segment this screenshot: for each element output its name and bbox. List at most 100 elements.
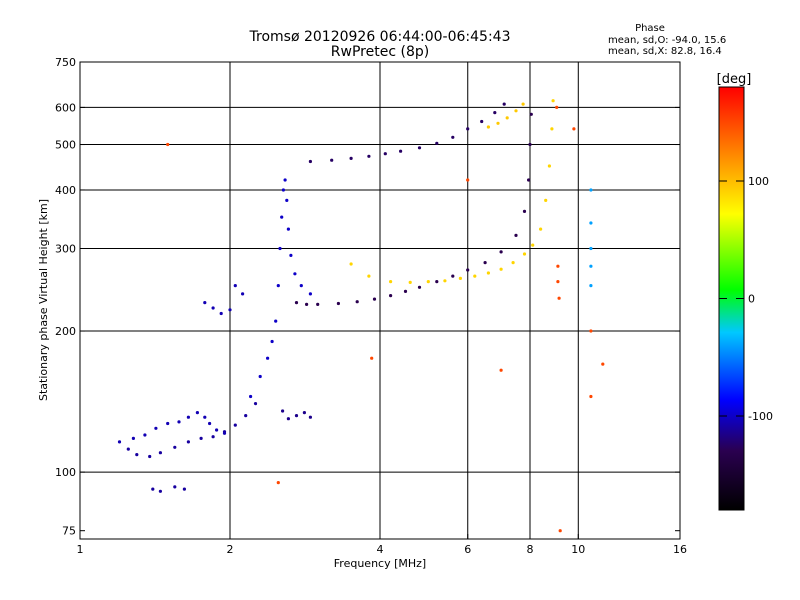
data-point [222, 431, 227, 435]
data-point [370, 356, 374, 360]
data-point [283, 178, 287, 182]
data-point [556, 264, 560, 268]
data-point [499, 267, 503, 271]
data-point [486, 271, 490, 275]
data-point [302, 411, 306, 415]
data-point [466, 127, 470, 131]
data-point [589, 264, 593, 268]
data-point [589, 188, 593, 192]
x-tick-label: 1 [77, 543, 84, 556]
data-point [117, 440, 122, 444]
data-point [131, 436, 135, 440]
data-point [285, 198, 289, 202]
data-point [286, 227, 290, 231]
data-point [228, 308, 232, 312]
data-point [294, 414, 299, 418]
data-point [308, 415, 312, 419]
x-tick-label: 2 [227, 543, 234, 556]
data-point [539, 227, 543, 231]
data-point [355, 300, 359, 304]
data-point [417, 146, 422, 150]
data-point [158, 451, 162, 455]
data-point [483, 261, 487, 265]
data-point [435, 280, 439, 284]
data-point [289, 253, 293, 257]
data-point [502, 102, 506, 106]
data-points [117, 99, 605, 533]
data-point [203, 415, 207, 419]
data-point [186, 415, 190, 419]
y-tick-label: 100 [55, 466, 76, 479]
data-point [195, 411, 199, 415]
data-point [316, 302, 320, 306]
data-point [589, 394, 593, 399]
data-point [372, 297, 377, 301]
colorbar-tick-label: -100 [748, 410, 773, 423]
data-point [486, 125, 490, 129]
x-axis-ticks: 1 2 4 6 8 10 16 [77, 534, 687, 556]
data-point [166, 421, 170, 426]
data-point [589, 284, 593, 288]
phase-legend-heading: Phase [635, 23, 665, 34]
data-point [367, 154, 371, 158]
y-tick-label: 400 [55, 184, 76, 197]
data-point [529, 112, 533, 116]
data-point [253, 402, 258, 406]
y-tick-label: 500 [55, 139, 76, 152]
data-point [286, 417, 290, 421]
y-axis-label: Stationary phase Virtual Height [km] [37, 199, 50, 401]
data-point [527, 178, 531, 182]
data-point [215, 428, 219, 432]
data-point [521, 102, 525, 106]
y-tick-label: 75 [62, 525, 76, 538]
data-point [511, 261, 515, 265]
data-point [403, 289, 408, 293]
data-point [135, 453, 139, 457]
data-point [241, 292, 245, 296]
data-point [514, 109, 518, 113]
data-point [367, 274, 371, 278]
data-point [493, 111, 497, 115]
data-point [154, 426, 158, 430]
data-point [556, 280, 560, 284]
data-point [308, 292, 312, 296]
data-point [601, 362, 605, 366]
data-point [499, 368, 503, 372]
data-point [528, 142, 532, 147]
data-point [299, 284, 303, 288]
data-point [186, 440, 190, 444]
data-point [211, 435, 215, 439]
data-point [173, 445, 177, 449]
data-point [522, 252, 527, 256]
data-point [294, 301, 299, 305]
data-point [572, 127, 576, 131]
data-point [211, 306, 215, 310]
data-point [547, 164, 552, 168]
data-point [466, 268, 470, 272]
data-point [281, 409, 285, 413]
data-point [349, 156, 353, 160]
data-point [336, 301, 340, 306]
data-point [158, 489, 162, 493]
colorbar-ticks: 100 0 -100 [719, 175, 773, 423]
data-point [293, 272, 297, 276]
data-point [496, 121, 500, 125]
data-point [458, 276, 462, 280]
data-point [173, 485, 177, 489]
colorbar-label: [deg] [717, 72, 752, 87]
data-point [219, 311, 223, 316]
data-point [544, 198, 548, 202]
data-point [426, 280, 430, 284]
data-point [408, 280, 412, 284]
data-point [305, 302, 309, 306]
data-point [276, 284, 280, 288]
data-point [550, 127, 554, 131]
y-tick-label: 200 [55, 325, 76, 338]
data-point [203, 301, 207, 305]
data-point [126, 447, 130, 451]
data-point [233, 423, 237, 427]
colorbar-tick-label: 100 [748, 175, 769, 188]
data-point [280, 215, 284, 219]
data-point [480, 119, 484, 124]
